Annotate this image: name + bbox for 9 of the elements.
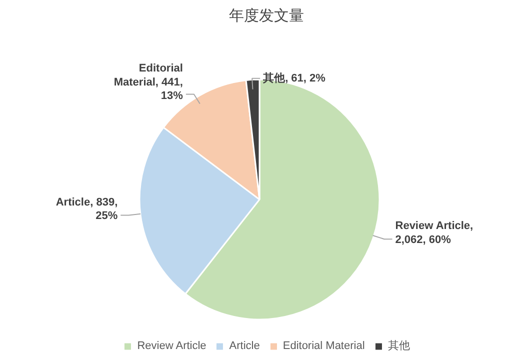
legend-label: Editorial Material bbox=[282, 340, 365, 352]
data-label: 其他, 61, 2% bbox=[262, 71, 326, 84]
legend-label: Article bbox=[229, 340, 260, 352]
data-label: Review Article, 2,062, 60% bbox=[395, 220, 474, 246]
chart-title: 年度发文量 bbox=[229, 8, 304, 24]
legend-label: 其他 bbox=[388, 339, 410, 353]
data-label: Article, 839, 25% bbox=[56, 196, 118, 222]
data-label: Editorial Material, 441, 13% bbox=[114, 62, 184, 102]
legend-label: Review Article bbox=[137, 340, 206, 352]
